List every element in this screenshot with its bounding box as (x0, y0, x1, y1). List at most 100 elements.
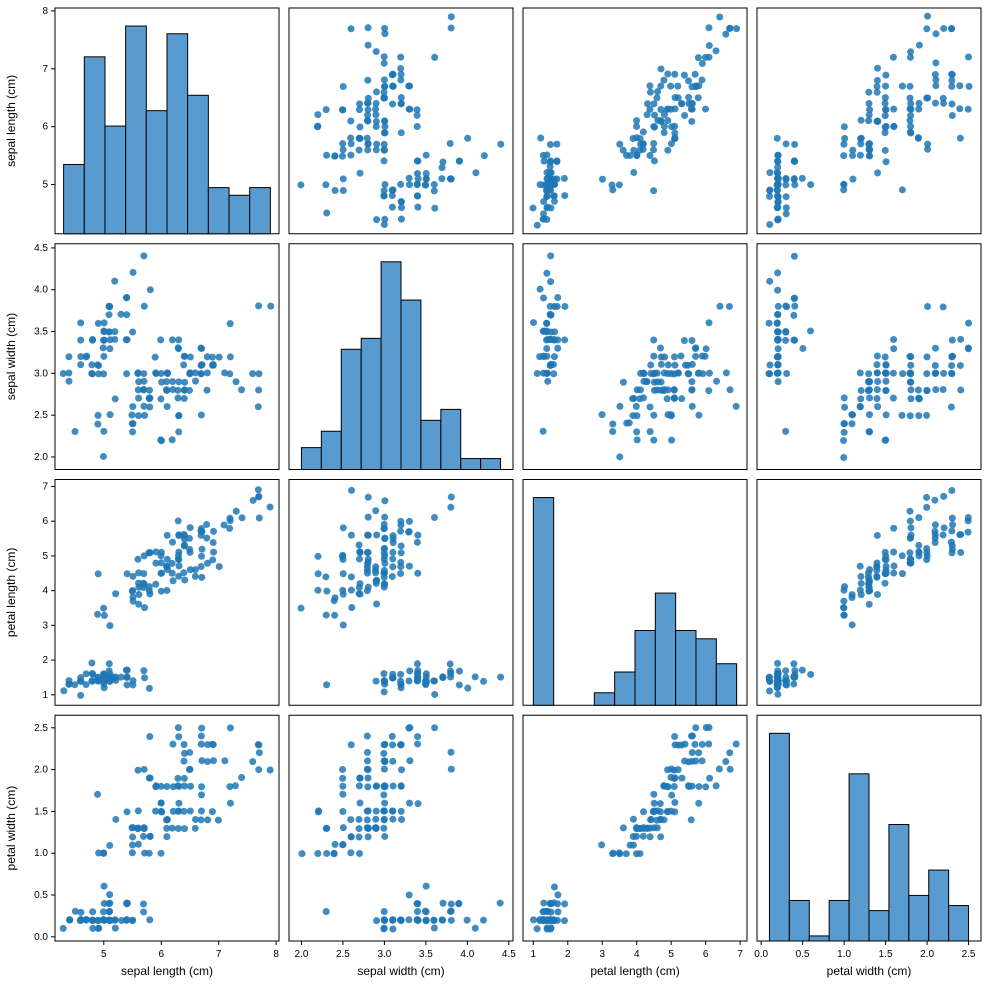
scatter-point (398, 542, 405, 549)
scatter-point (381, 525, 388, 532)
scatter-point (915, 395, 922, 402)
scatter-point (633, 403, 640, 410)
scatter-point (107, 411, 114, 418)
scatter-point (678, 775, 685, 782)
scatter-point (118, 674, 125, 681)
scatter-point (77, 337, 84, 344)
scatter-point (866, 111, 873, 118)
scatter-point (106, 345, 113, 352)
scatter-point (381, 917, 388, 924)
scatter-point (398, 129, 405, 136)
scatter-point (414, 112, 421, 119)
scatter-point (439, 164, 446, 171)
scatter-point (932, 362, 939, 369)
scatter-point (543, 345, 550, 352)
scatter-point (175, 825, 182, 832)
scatter-point (650, 353, 657, 360)
scatter-point (340, 175, 347, 182)
y-tick-label: 0.5 (34, 890, 48, 901)
x-tick-label: 1.5 (879, 949, 893, 960)
scatter-point (186, 766, 193, 773)
scatter-point (356, 834, 363, 841)
scatter-point (101, 612, 108, 619)
y-tick-label: 1 (42, 690, 48, 701)
scatter-point (782, 302, 789, 309)
scatter-point (633, 412, 640, 419)
scatter-point (949, 521, 956, 528)
scatter-point (685, 77, 692, 84)
scatter-point (357, 170, 364, 177)
scatter-point (347, 134, 354, 141)
scatter-point (841, 420, 848, 427)
scatter-point (163, 387, 170, 394)
scatter-point (660, 77, 667, 84)
scatter-point (688, 816, 695, 823)
scatter-point (865, 141, 872, 148)
scatter-point (332, 187, 339, 194)
scatter-point (192, 378, 199, 385)
scatter-point (100, 908, 107, 915)
scatter-point (348, 532, 355, 539)
scatter-point (681, 337, 688, 344)
scatter-point (364, 766, 371, 773)
scatter-point (540, 295, 547, 302)
scatter-point (865, 378, 872, 385)
scatter-point (422, 908, 429, 915)
x-tick-label: 3.0 (377, 949, 391, 960)
scatter-point (129, 834, 136, 841)
scatter-point (422, 182, 429, 189)
scatter-point (181, 750, 188, 757)
scatter-point (858, 580, 865, 587)
scatter-point (147, 775, 154, 782)
scatter-point (537, 286, 544, 293)
scatter-point (775, 345, 782, 352)
scatter-point (364, 135, 371, 142)
scatter-point (733, 403, 740, 410)
scatter-point (637, 386, 644, 393)
scatter-point (873, 573, 880, 580)
scatter-point (464, 685, 471, 692)
scatter-point (774, 287, 781, 294)
scatter-point (647, 816, 654, 823)
scatter-point (372, 563, 379, 570)
scatter-point (464, 917, 471, 924)
x-tick-label: 4 (634, 949, 640, 960)
x-tick-label: 0.5 (796, 949, 810, 960)
scatter-point (472, 169, 479, 176)
scatter-point (775, 193, 782, 200)
scatter-point (651, 157, 658, 164)
scatter-point (397, 917, 404, 924)
scatter-point (774, 164, 781, 171)
scatter-point (698, 76, 705, 83)
scatter-point (882, 106, 889, 113)
scatter-point (866, 577, 873, 584)
scatter-point (158, 799, 165, 806)
scatter-point (146, 387, 153, 394)
scatter-point (699, 353, 706, 360)
scatter-point (431, 181, 438, 188)
x-tick-label: 2 (565, 949, 571, 960)
scatter-point (398, 782, 405, 789)
scatter-point (790, 681, 797, 688)
scatter-point (671, 71, 678, 78)
scatter-point (414, 532, 421, 539)
x-tick-label: 5 (668, 949, 674, 960)
scatter-point (883, 563, 890, 570)
scatter-point (561, 900, 568, 907)
scatter-point (727, 766, 734, 773)
scatter-point (381, 25, 388, 32)
scatter-point (791, 674, 798, 681)
scatter-point (123, 294, 130, 301)
scatter-point (356, 580, 363, 587)
scatter-point (633, 117, 640, 124)
scatter-point (671, 129, 678, 136)
scatter-point (141, 825, 148, 832)
scatter-point (932, 71, 939, 78)
scatter-point (365, 559, 372, 566)
scatter-point (689, 758, 696, 765)
scatter-point (414, 181, 421, 188)
scatter-point (464, 135, 471, 142)
scatter-point (681, 72, 688, 79)
histogram-bar (635, 630, 655, 705)
scatter-point (186, 370, 193, 377)
